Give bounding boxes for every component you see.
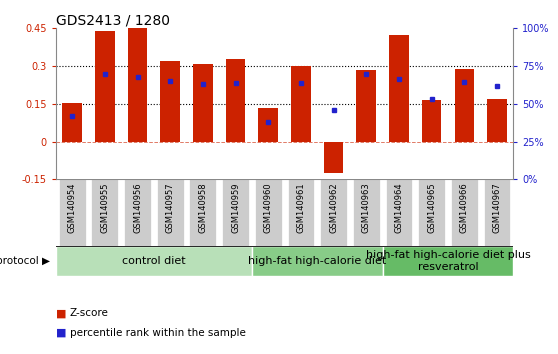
Bar (418, 179, 445, 246)
Text: GSM140958: GSM140958 (199, 183, 208, 233)
Bar (357, 70, 376, 142)
Bar (455, 69, 474, 142)
Text: GSM140966: GSM140966 (460, 183, 469, 234)
Text: GSM140963: GSM140963 (362, 183, 371, 234)
Bar (157, 179, 184, 246)
Text: GSM140960: GSM140960 (264, 183, 273, 233)
Bar (255, 179, 282, 246)
Bar (383, 246, 513, 276)
Bar (226, 58, 246, 142)
Text: percentile rank within the sample: percentile rank within the sample (70, 328, 246, 338)
Bar (386, 179, 412, 246)
Bar (95, 31, 114, 142)
Text: GSM140955: GSM140955 (100, 183, 109, 233)
Text: GSM140954: GSM140954 (68, 183, 76, 233)
Bar (389, 35, 409, 142)
Text: control diet: control diet (122, 256, 186, 266)
Bar (484, 179, 511, 246)
Bar (291, 66, 311, 142)
Bar (59, 179, 85, 246)
Text: GSM140967: GSM140967 (493, 183, 502, 234)
Text: GSM140964: GSM140964 (395, 183, 403, 233)
Bar (252, 246, 383, 276)
Text: ■: ■ (56, 308, 70, 318)
Text: GSM140957: GSM140957 (166, 183, 175, 233)
Bar (324, 142, 343, 173)
Bar (353, 179, 379, 246)
Text: ■: ■ (56, 328, 70, 338)
Bar (193, 64, 213, 142)
Bar (190, 179, 217, 246)
Bar (222, 179, 249, 246)
Bar (451, 179, 478, 246)
Text: GSM140962: GSM140962 (329, 183, 338, 233)
Text: GDS2413 / 1280: GDS2413 / 1280 (56, 13, 170, 27)
Bar (128, 27, 147, 142)
Text: high-fat high-calorie diet: high-fat high-calorie diet (248, 256, 386, 266)
Text: high-fat high-calorie diet plus
resveratrol: high-fat high-calorie diet plus resverat… (365, 250, 530, 272)
Bar (56, 246, 252, 276)
Text: Z-score: Z-score (70, 308, 109, 318)
Text: GSM140956: GSM140956 (133, 183, 142, 233)
Bar (487, 99, 507, 142)
Bar (124, 179, 151, 246)
Bar (160, 61, 180, 142)
Text: GSM140961: GSM140961 (296, 183, 305, 233)
Text: GSM140959: GSM140959 (231, 183, 240, 233)
Bar (422, 100, 441, 142)
Text: protocol ▶: protocol ▶ (0, 256, 50, 266)
Bar (287, 179, 314, 246)
Bar (92, 179, 118, 246)
Bar (320, 179, 347, 246)
Bar (62, 103, 82, 142)
Bar (258, 108, 278, 142)
Text: GSM140965: GSM140965 (427, 183, 436, 233)
